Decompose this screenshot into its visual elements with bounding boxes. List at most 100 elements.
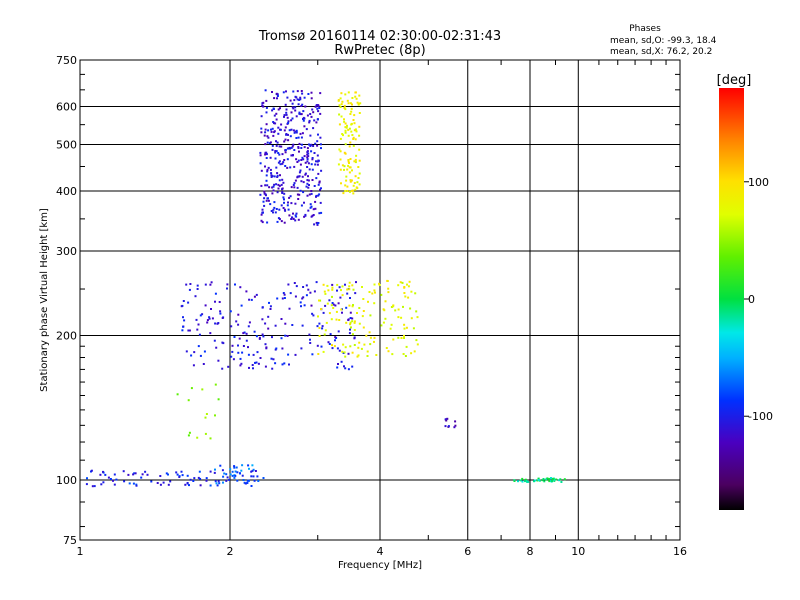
data-point xyxy=(328,299,331,302)
data-point xyxy=(312,127,315,130)
data-point xyxy=(185,283,188,286)
data-point xyxy=(541,479,544,482)
data-point xyxy=(270,130,273,133)
data-point xyxy=(533,480,535,483)
data-point xyxy=(247,325,250,328)
data-point xyxy=(238,337,241,340)
data-point xyxy=(296,90,299,93)
data-point xyxy=(135,484,138,487)
data-point xyxy=(209,470,212,473)
data-point xyxy=(264,343,267,346)
data-point xyxy=(295,285,298,288)
data-point xyxy=(281,363,284,366)
data-point xyxy=(332,303,335,306)
data-point xyxy=(298,99,301,101)
data-point xyxy=(553,478,556,481)
data-point xyxy=(320,345,323,348)
data-point xyxy=(349,317,352,319)
data-point xyxy=(306,166,309,168)
data-point xyxy=(335,318,338,321)
chart-title: Tromsø 20160114 02:30:00-02:31:43 xyxy=(258,29,501,44)
data-point xyxy=(341,350,344,353)
data-point xyxy=(354,292,357,295)
data-point xyxy=(265,199,268,202)
data-point xyxy=(290,111,293,114)
data-point xyxy=(300,113,303,116)
data-point xyxy=(302,181,305,184)
data-point xyxy=(283,114,286,117)
data-point xyxy=(270,128,272,131)
data-point xyxy=(283,198,285,201)
data-point xyxy=(303,201,305,204)
data-point xyxy=(263,192,266,195)
data-point xyxy=(222,475,225,478)
data-point xyxy=(331,295,333,298)
data-point xyxy=(315,104,318,107)
data-point xyxy=(197,476,200,479)
data-point xyxy=(302,191,305,194)
data-point xyxy=(294,109,297,112)
data-point xyxy=(343,118,345,121)
data-point xyxy=(217,480,220,483)
data-point xyxy=(307,175,309,178)
data-point xyxy=(513,479,516,482)
data-point xyxy=(351,189,354,192)
data-point xyxy=(286,166,289,169)
data-point xyxy=(317,183,320,186)
data-point xyxy=(331,302,334,304)
data-point xyxy=(86,477,88,480)
data-point xyxy=(304,105,307,108)
data-point xyxy=(141,473,144,476)
data-point xyxy=(276,95,279,97)
data-point xyxy=(209,283,212,286)
data-point xyxy=(305,128,308,131)
data-point xyxy=(313,185,316,187)
data-point xyxy=(188,329,191,332)
data-point xyxy=(288,196,291,199)
data-point xyxy=(300,347,303,350)
data-point xyxy=(248,467,250,470)
data-point xyxy=(274,348,277,351)
data-point xyxy=(213,339,216,342)
data-point xyxy=(536,479,539,482)
data-point xyxy=(323,333,326,336)
data-point xyxy=(358,94,361,97)
data-point xyxy=(444,425,447,428)
data-point xyxy=(517,480,519,483)
data-point xyxy=(338,113,341,116)
data-point xyxy=(314,200,317,203)
data-point xyxy=(263,190,266,193)
data-point xyxy=(264,322,267,325)
data-point xyxy=(313,119,316,122)
data-point xyxy=(298,112,301,115)
data-point xyxy=(239,286,242,289)
data-point xyxy=(300,147,303,149)
data-point xyxy=(548,480,551,483)
data-point xyxy=(176,393,179,396)
data-point xyxy=(112,479,114,482)
data-point xyxy=(271,336,273,339)
data-point xyxy=(278,153,281,156)
data-point xyxy=(301,324,304,327)
data-point xyxy=(527,480,530,483)
data-point xyxy=(397,336,400,339)
data-point xyxy=(341,133,344,135)
data-point xyxy=(192,480,195,482)
data-point xyxy=(350,110,353,113)
y-tick-label: 300 xyxy=(56,245,77,258)
data-point xyxy=(297,218,300,221)
data-point xyxy=(355,130,358,133)
data-point xyxy=(180,305,183,308)
data-point xyxy=(317,159,320,162)
data-point xyxy=(276,191,279,194)
data-point xyxy=(306,182,309,185)
data-point xyxy=(390,306,393,308)
data-point xyxy=(334,339,336,342)
data-point xyxy=(317,133,319,136)
data-point xyxy=(394,309,397,312)
data-point xyxy=(318,107,321,109)
data-point xyxy=(358,112,361,114)
data-point xyxy=(305,284,308,287)
data-point xyxy=(287,122,290,124)
data-point xyxy=(260,115,263,118)
